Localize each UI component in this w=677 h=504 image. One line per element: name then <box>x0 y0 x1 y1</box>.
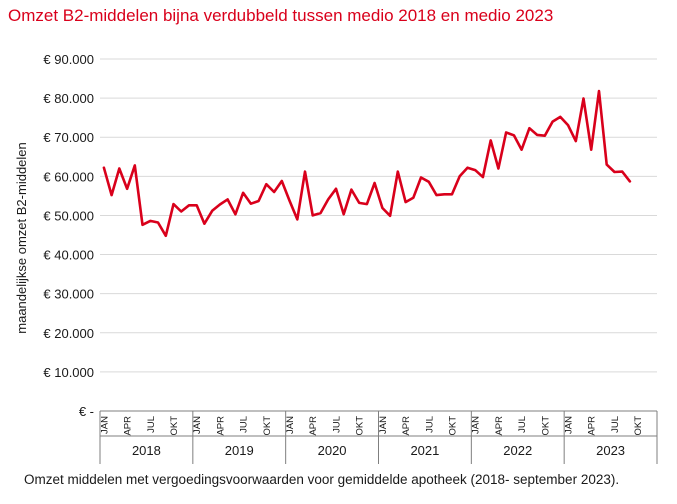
x-tick-label: OKT <box>355 416 366 436</box>
x-tick-label: JAN <box>99 416 110 434</box>
x-tick-label: APR <box>308 416 319 436</box>
year-label: 2020 <box>318 443 347 458</box>
x-tick-label: OKT <box>633 416 644 436</box>
chart-caption: Omzet middelen met vergoedingsvoorwaarde… <box>24 472 620 487</box>
y-tick-labels: € - € 10.000 € 20.000 € 30.000 € 40.000 € 50.… <box>43 52 94 419</box>
x-tick-label: JAN <box>378 416 389 434</box>
x-tick-label: APR <box>215 416 226 436</box>
y-tick-label: € 50.000 <box>43 208 94 223</box>
y-tick-label: € 40.000 <box>43 248 94 263</box>
x-tick-label: JUL <box>146 416 157 433</box>
x-tick-label: JAN <box>564 416 575 434</box>
x-tick-label: JAN <box>471 416 482 434</box>
x-tick-label: JAN <box>192 416 203 434</box>
y-tick-label: € 60.000 <box>43 169 94 184</box>
x-tick-label: JAN <box>285 416 296 434</box>
x-tick-label: JUL <box>239 416 250 433</box>
x-tick-label: OKT <box>540 416 551 436</box>
y-axis-label: maandelijkse omzet B2-middelen <box>14 142 29 333</box>
y-tick-label: € 30.000 <box>43 287 94 302</box>
year-label: 2023 <box>596 443 625 458</box>
series-line <box>102 89 632 238</box>
year-label: 2021 <box>410 443 439 458</box>
y-tick-label: € 90.000 <box>43 52 94 67</box>
line-chart: € - € 10.000 € 20.000 € 30.000 € 40.000 € 50.… <box>14 52 658 464</box>
year-label: 2022 <box>503 443 532 458</box>
chart-title: Omzet B2-middelen bijna verdubbeld tusse… <box>8 6 554 25</box>
x-axis: JAN APR JUL OKT 2018 JAN APR JUL OKT 2019 JAN APR JU… <box>99 410 658 464</box>
year-label: 2018 <box>132 443 161 458</box>
y-tick-label: € - <box>79 404 94 419</box>
x-tick-label: JUL <box>517 416 528 433</box>
x-tick-label: OKT <box>169 416 180 436</box>
x-tick-label: APR <box>401 416 412 436</box>
x-tick-label: APR <box>587 416 598 436</box>
x-tick-label: OKT <box>262 416 273 436</box>
series-line-path <box>102 89 632 238</box>
x-tick-label: JUL <box>424 416 435 433</box>
y-tick-label: € 10.000 <box>43 365 94 380</box>
y-tick-label: € 80.000 <box>43 91 94 106</box>
x-tick-label: OKT <box>447 416 458 436</box>
y-tick-label: € 70.000 <box>43 130 94 145</box>
gridlines <box>100 58 657 373</box>
y-tick-label: € 20.000 <box>43 326 94 341</box>
x-tick-label: JUL <box>610 416 621 433</box>
x-tick-label: APR <box>494 416 505 436</box>
x-tick-label: JUL <box>331 416 342 433</box>
x-tick-label: APR <box>123 416 134 436</box>
year-label: 2019 <box>225 443 254 458</box>
